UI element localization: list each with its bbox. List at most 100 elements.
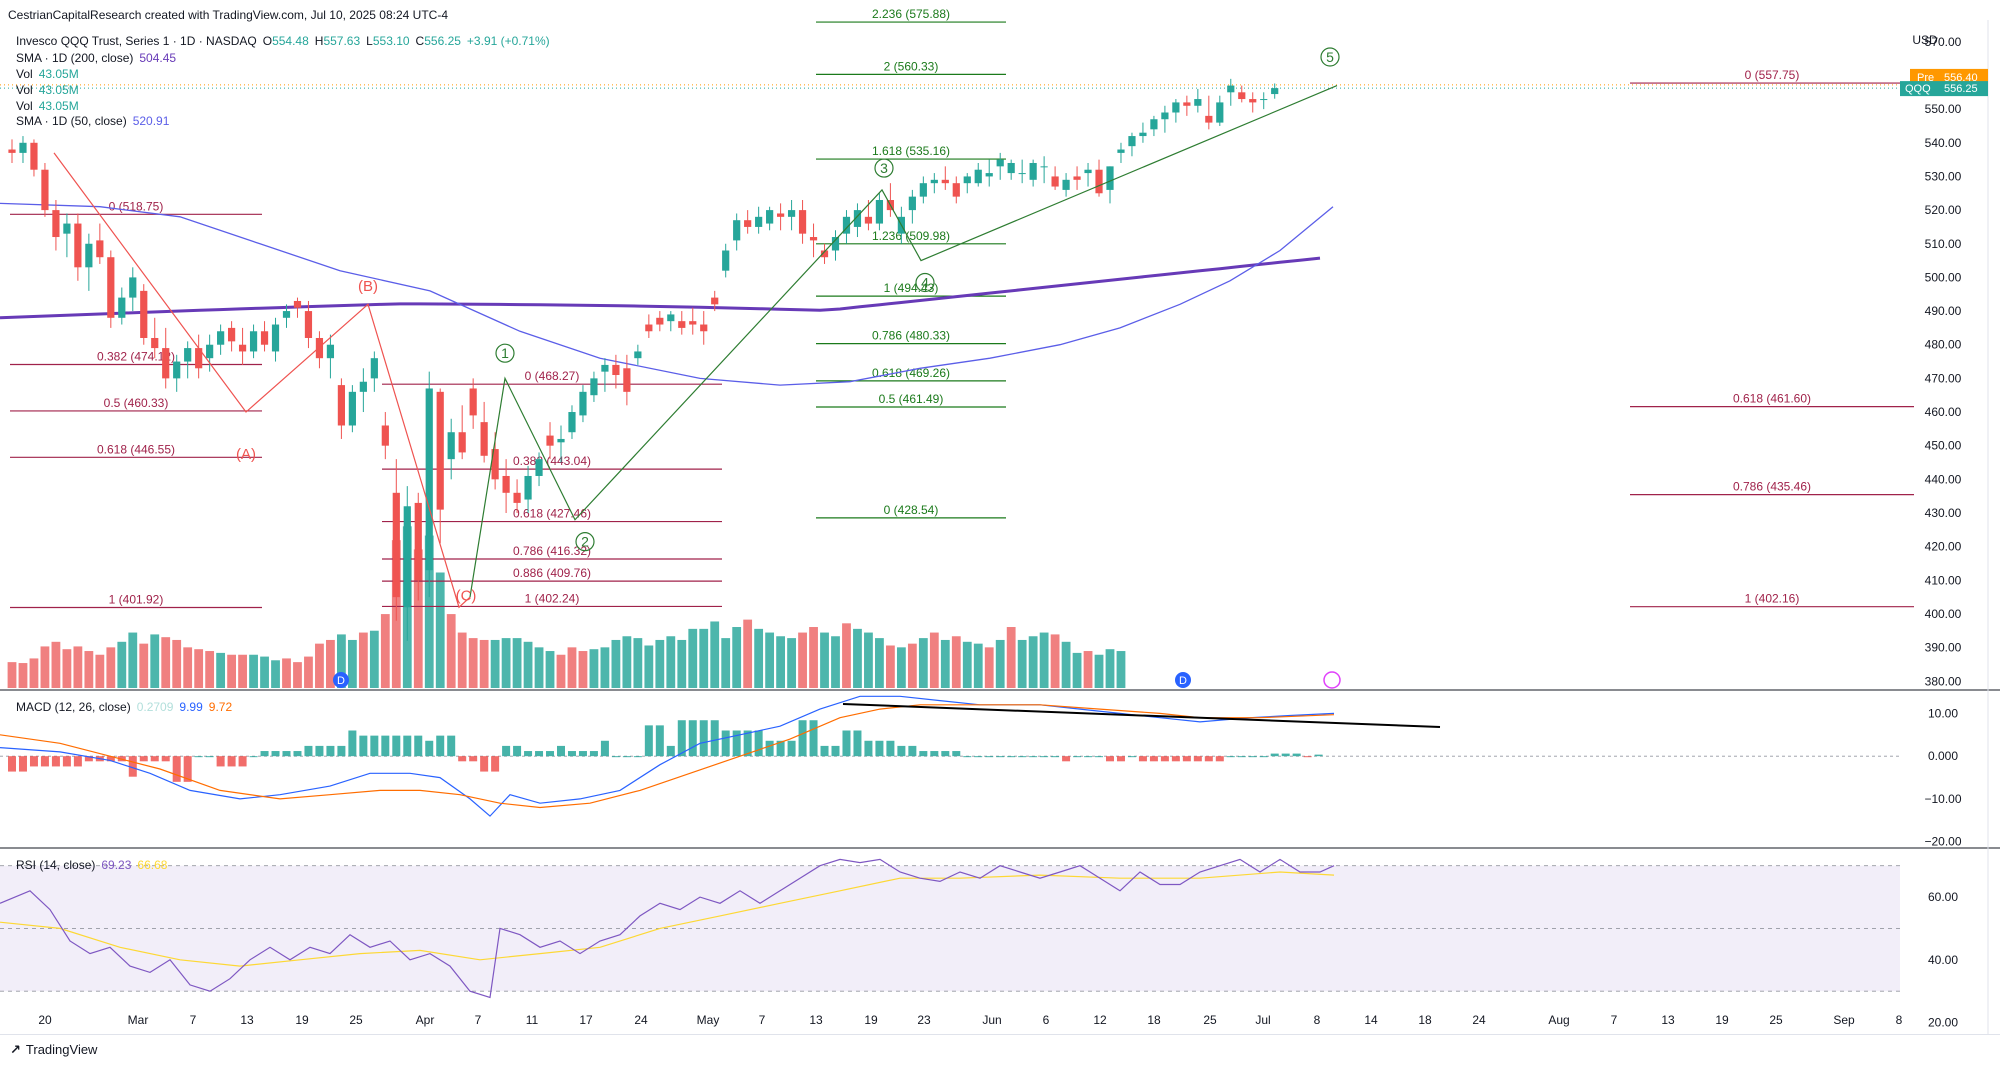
volume-bar — [809, 627, 818, 688]
time-axis-tick: Apr — [416, 1013, 435, 1027]
candle-body — [1051, 176, 1059, 187]
candle-body — [184, 348, 192, 362]
volume-bar — [95, 654, 105, 688]
rsi-legend[interactable]: RSI (14, close) 69.23 66.68 — [16, 858, 168, 872]
price-axis-tick: 510.00 — [1925, 237, 1962, 251]
legend-vol-2[interactable]: Vol 43.05M — [16, 83, 79, 97]
macd-histogram-bar — [546, 751, 555, 757]
macd-histogram-bar — [886, 740, 895, 757]
legend-vol-1[interactable]: Vol 43.05M — [16, 67, 79, 81]
macd-histogram-bar — [84, 756, 93, 762]
candle-body — [1117, 149, 1125, 153]
time-axis-tick: 20 — [38, 1013, 52, 1027]
volume-bar — [369, 630, 379, 688]
price-axis-tick: 430.00 — [1925, 506, 1962, 520]
macd-histogram-bar — [502, 745, 511, 757]
macd-legend[interactable]: MACD (12, 26, close) 0.2709 9.99 9.72 — [16, 700, 233, 714]
volume-bar — [84, 651, 94, 688]
candle-body — [645, 324, 653, 332]
candle-body — [1150, 119, 1158, 130]
macd-axis-tick: −20.00 — [1924, 835, 1961, 849]
fib-level-label: 1 (494.43) — [884, 281, 939, 295]
macd-histogram-bar — [721, 730, 730, 757]
candle-body — [228, 327, 236, 342]
legend-sma50[interactable]: SMA · 1D (50, close) 520.91 — [16, 114, 170, 128]
macd-histogram-bar — [809, 720, 818, 757]
candle-body — [941, 179, 949, 184]
candle-body — [1249, 99, 1257, 103]
volume-bar — [688, 628, 698, 688]
fib-level-label: 0.618 (446.55) — [97, 442, 175, 456]
candle-body — [579, 391, 587, 416]
legend-vol-3[interactable]: Vol 43.05M — [16, 99, 79, 113]
candle-body — [217, 331, 225, 345]
wave-label: (C) — [456, 587, 477, 604]
time-axis-tick: May — [697, 1013, 720, 1027]
fib-level-label: 1.236 (509.98) — [872, 229, 950, 243]
fib-level-label: 1 (402.24) — [525, 591, 580, 605]
candle-body — [206, 344, 214, 359]
candle-body — [842, 216, 851, 234]
macd-histogram-bar — [491, 756, 500, 772]
macd-histogram-bar — [589, 751, 598, 757]
macd-histogram-bar — [996, 756, 1005, 758]
macd-axis-tick: 10.00 — [1928, 706, 1958, 720]
macd-histogram-bar — [963, 756, 972, 758]
volume-bar — [721, 638, 731, 688]
time-axis-tick: Jul — [1255, 1013, 1270, 1027]
macd-histogram-bar — [1007, 756, 1016, 758]
macd-histogram-bar — [666, 745, 675, 757]
candle-body — [1095, 169, 1103, 194]
candle-body — [985, 173, 993, 177]
sma50-line — [0, 202, 1334, 386]
price-axis-tick: 500.00 — [1925, 270, 1962, 284]
volume-bar — [940, 639, 950, 688]
price-chart[interactable]: 0 (518.75)0.382 (474.12)0.5 (460.33)0.61… — [0, 0, 2000, 1034]
volume-bar — [842, 623, 851, 688]
price-axis-tick: 460.00 — [1925, 405, 1962, 419]
candle-body — [952, 183, 960, 197]
volume-bar — [457, 632, 467, 688]
macd-histogram-bar — [414, 735, 423, 757]
volume-bar — [51, 641, 61, 688]
candle-body — [392, 492, 400, 598]
legend-sma200[interactable]: SMA · 1D (200, close) 504.45 — [16, 51, 177, 65]
dividend-marker-label: D — [337, 675, 345, 687]
time-axis-tick: 12 — [1093, 1013, 1107, 1027]
volume-bar — [1105, 649, 1115, 688]
macd-histogram-bar — [1204, 756, 1213, 762]
candle-body — [326, 344, 335, 359]
macd-histogram-bar — [985, 756, 994, 758]
volume-bar — [479, 639, 489, 688]
macd-histogram-bar — [853, 730, 862, 757]
macd-histogram-bar — [930, 751, 939, 757]
fib-level-label: 2 (560.33) — [884, 59, 939, 73]
legend-change: +3.91 (+0.71%) — [466, 34, 550, 48]
wave-label: (A) — [236, 446, 256, 463]
candle-body — [436, 391, 444, 510]
candle-body — [1073, 176, 1081, 180]
wave-label-circle — [495, 343, 515, 363]
time-axis-tick: 24 — [634, 1013, 648, 1027]
macd-histogram-bar — [1259, 756, 1268, 758]
tradingview-logo[interactable]: ↗ TradingView — [10, 1042, 98, 1057]
volume-bar — [260, 656, 269, 688]
main-legend: Invesco QQQ Trust, Series 1 · 1D · NASDA… — [16, 34, 550, 48]
candle-body — [1139, 132, 1147, 137]
volume-bar — [172, 639, 182, 688]
time-axis-tick: 25 — [349, 1013, 363, 1027]
time-axis-tick: 8 — [1314, 1013, 1321, 1027]
macd-histogram-bar — [381, 735, 390, 757]
fib-level-label: 0.382 (443.04) — [513, 454, 591, 468]
fib-level-label: 0.618 (427.46) — [513, 507, 591, 521]
macd-histogram-bar — [1127, 756, 1136, 758]
macd-axis-tick: −10.00 — [1924, 792, 1961, 806]
wave-abc-line — [53, 152, 471, 609]
volume-bar — [1072, 652, 1082, 688]
macd-histogram-bar — [1237, 756, 1246, 758]
macd-histogram-bar — [897, 745, 906, 757]
macd-histogram-bar — [578, 751, 587, 757]
fib-level-label: 0.786 (416.32) — [513, 544, 591, 558]
macd-histogram-bar — [743, 730, 752, 757]
candle-body — [249, 331, 258, 352]
